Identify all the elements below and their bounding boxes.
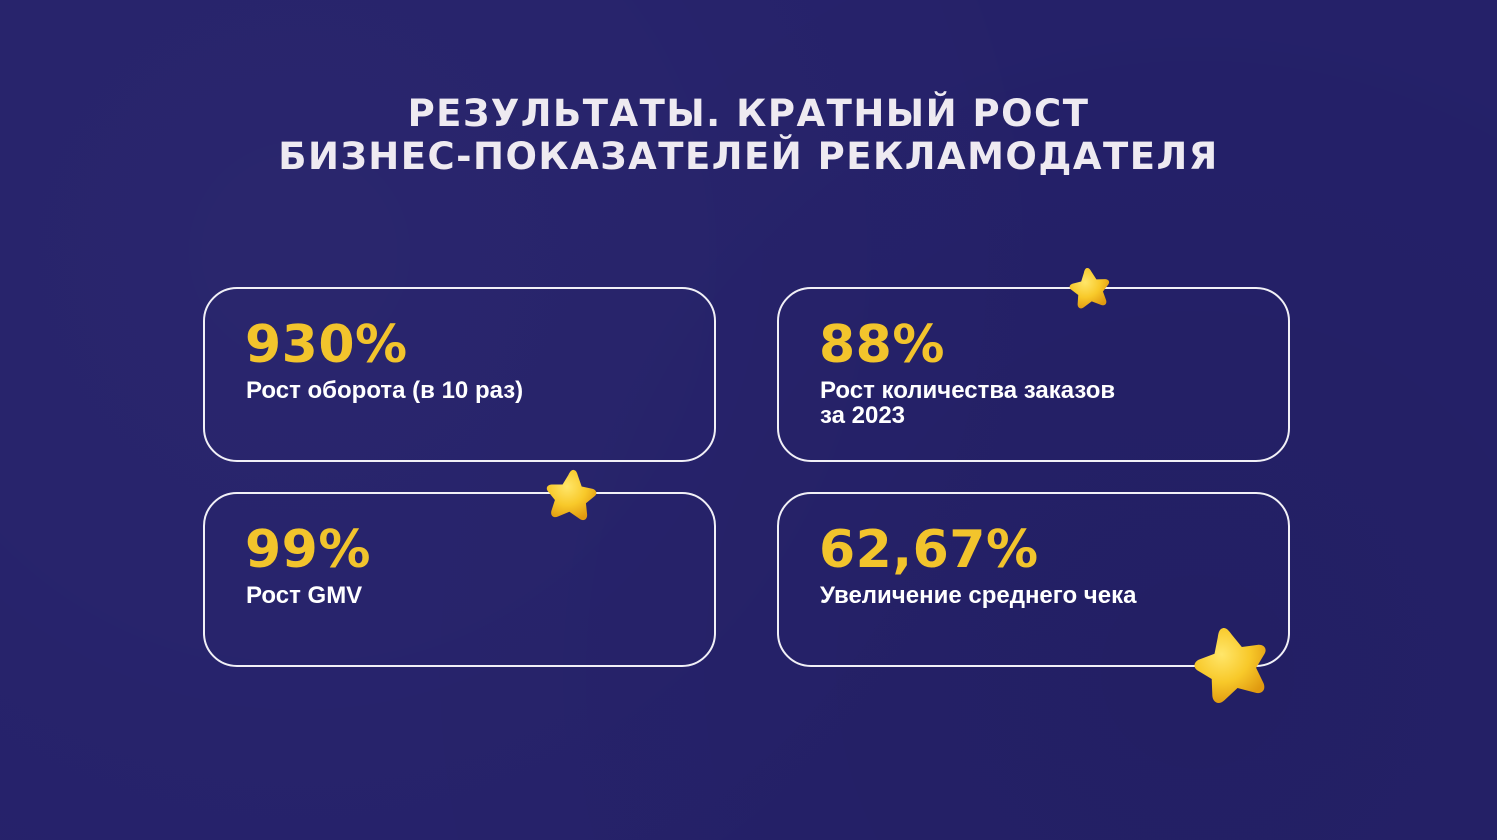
- page-title: РЕЗУЛЬТАТЫ. КРАТНЫЙ РОСТ БИЗНЕС-ПОКАЗАТЕ…: [0, 92, 1497, 178]
- metric-label: Увеличение среднего чека: [820, 582, 1137, 609]
- metric-value: 88%: [819, 315, 945, 375]
- star-icon: [1066, 264, 1114, 312]
- metric-value: 62,67%: [819, 520, 1039, 580]
- metric-value: 99%: [245, 520, 371, 580]
- metric-card-turnover: 930% Рост оборота (в 10 раз): [203, 287, 716, 462]
- metric-card-orders: 88% Рост количества заказов за 2023: [777, 287, 1290, 462]
- title-line-1: РЕЗУЛЬТАТЫ. КРАТНЫЙ РОСТ: [407, 92, 1090, 135]
- metric-label: Рост GMV: [246, 582, 363, 609]
- star-icon: [540, 465, 602, 525]
- title-line-2: БИЗНЕС-ПОКАЗАТЕЛЕЙ РЕКЛАМОДАТЕЛЯ: [278, 135, 1219, 178]
- metric-card-gmv: 99% Рост GMV: [203, 492, 716, 667]
- metric-card-average-check: 62,67% Увеличение среднего чека: [777, 492, 1290, 667]
- metric-value: 930%: [245, 315, 408, 375]
- metric-label: Рост оборота (в 10 раз): [246, 377, 524, 404]
- star-icon: [1186, 620, 1278, 708]
- metric-label: Рост количества заказов за 2023: [820, 377, 1116, 429]
